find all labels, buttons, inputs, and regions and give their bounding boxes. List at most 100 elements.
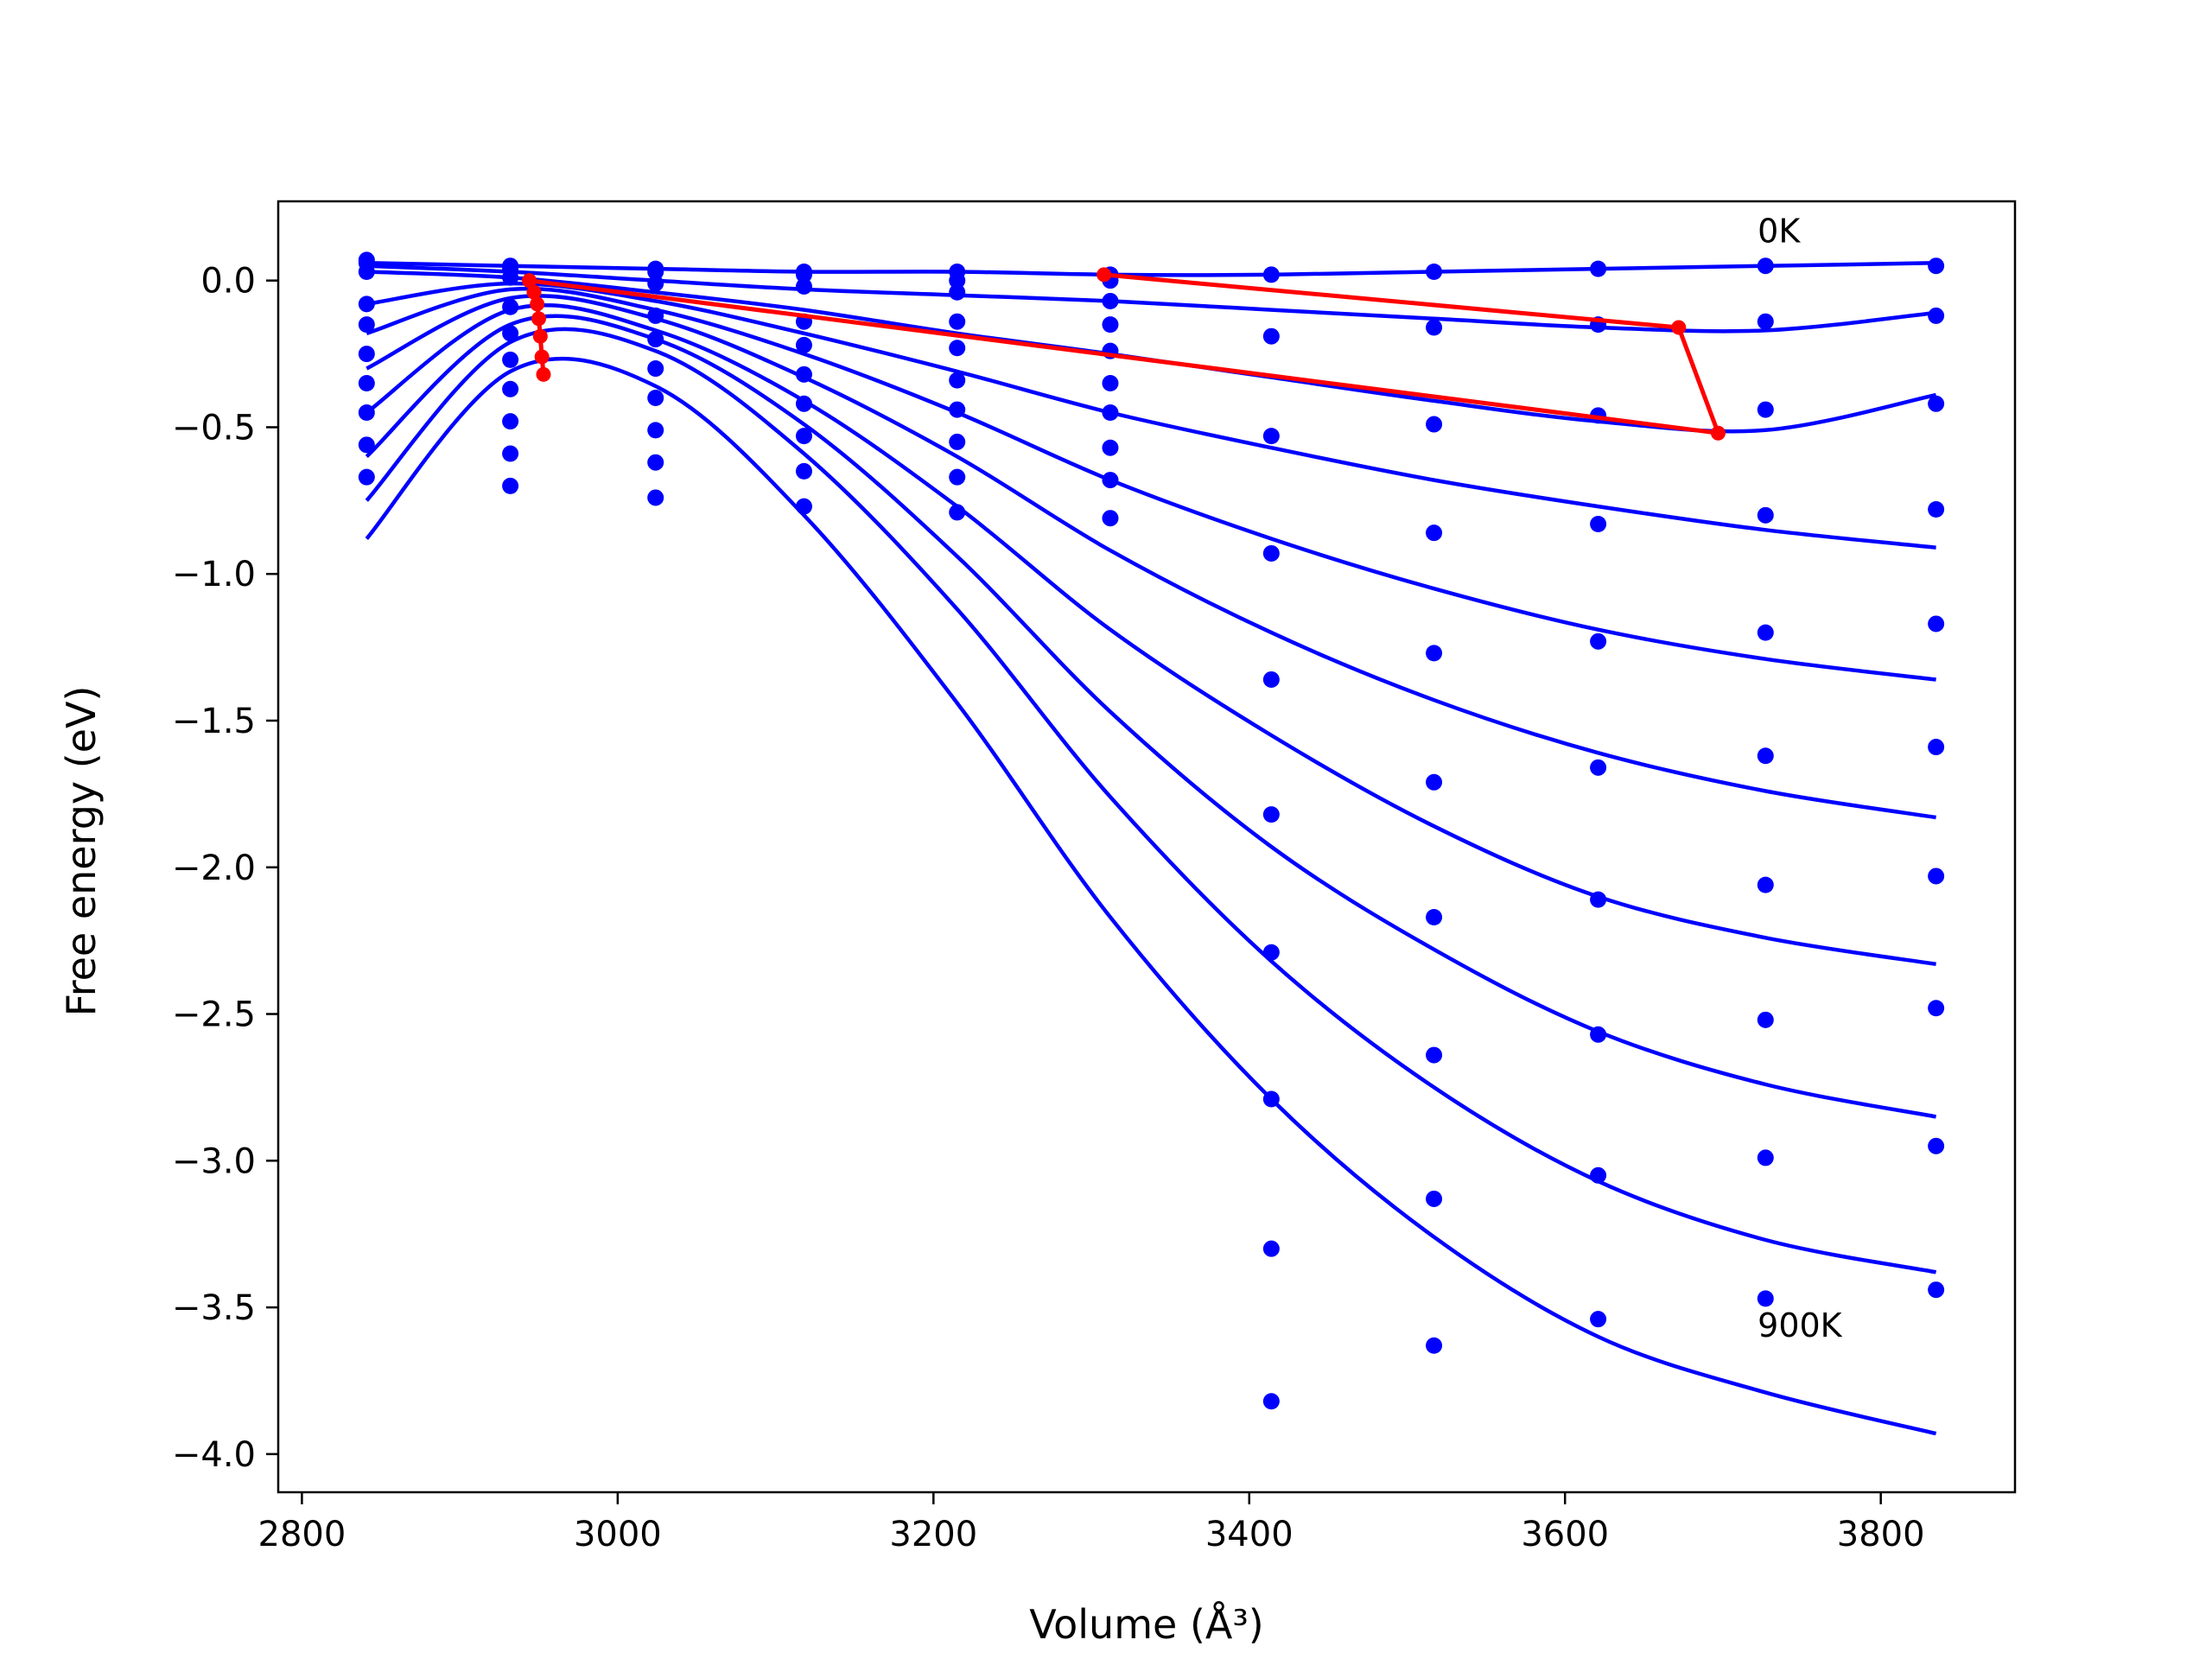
data-point-s7-8 — [1426, 908, 1443, 925]
fit-curve-8 — [365, 314, 1937, 1119]
data-point-s3-10 — [1757, 401, 1774, 418]
minima-point-9 — [534, 349, 550, 365]
data-point-s4-3 — [647, 307, 664, 324]
data-point-s8-8 — [1426, 1046, 1443, 1064]
data-point-s5-1 — [358, 316, 375, 334]
data-point-s7-7 — [1262, 944, 1280, 961]
data-point-s9-5 — [949, 468, 966, 486]
data-point-s3-7 — [1262, 428, 1280, 445]
data-point-s10-1 — [358, 468, 375, 486]
data-point-s5-10 — [1757, 624, 1774, 641]
data-point-s5-9 — [1590, 632, 1607, 650]
data-point-s9-4 — [795, 462, 812, 480]
data-point-s2-5 — [949, 272, 966, 289]
data-point-s1-7 — [1262, 266, 1280, 283]
data-point-s8-11 — [1928, 1000, 1945, 1017]
x-tick-label: 3000 — [574, 1515, 662, 1554]
data-point-s4-6 — [1102, 316, 1119, 334]
y-tick-label: −1.0 — [172, 555, 256, 594]
data-point-s7-1 — [358, 375, 375, 392]
data-point-s3-11 — [1928, 395, 1945, 412]
annotation-900k: 900K — [1758, 1306, 1843, 1344]
data-point-s9-9 — [1590, 1166, 1607, 1184]
data-point-s2-11 — [1928, 307, 1945, 324]
minima-point-2 — [1671, 320, 1687, 335]
data-point-s10-8 — [1426, 1337, 1443, 1354]
data-point-s1-9 — [1590, 260, 1607, 277]
data-point-s10-10 — [1757, 1290, 1774, 1307]
data-point-s5-4 — [795, 336, 812, 353]
plot-area — [358, 251, 1945, 1436]
y-tick-label: −4.0 — [172, 1435, 256, 1475]
data-point-s10-6 — [1102, 510, 1119, 527]
data-point-s3-6 — [1102, 292, 1119, 309]
axes-frame — [276, 200, 2017, 1494]
data-point-s8-10 — [1757, 1011, 1774, 1028]
data-point-s6-3 — [647, 360, 664, 378]
data-point-s3-3 — [647, 275, 664, 292]
y-tick-label: −1.5 — [172, 702, 256, 741]
data-point-s4-1 — [358, 296, 375, 313]
minima-point-5 — [526, 284, 542, 300]
x-axis-ticks: 2800 3000 3200 3400 3600 3800 — [258, 1492, 1925, 1554]
data-point-s9-8 — [1426, 1190, 1443, 1207]
data-point-s5-2 — [502, 325, 519, 342]
data-point-s9-11 — [1928, 1137, 1945, 1154]
data-point-s9-3 — [647, 454, 664, 471]
data-point-s6-8 — [1426, 773, 1443, 791]
data-point-s1-11 — [1928, 257, 1945, 275]
minima-point-8 — [532, 328, 548, 344]
data-point-s3-4 — [795, 277, 812, 295]
data-point-s3-1 — [358, 263, 375, 280]
y-axis-ticks: 0.0 −0.5 −1.0 −1.5 −2.0 −2.5 −3.0 −3.5 −4.0 — [172, 262, 278, 1475]
data-point-s9-10 — [1757, 1149, 1774, 1166]
fit-curve-5 — [365, 286, 1936, 682]
data-point-s6-10 — [1757, 747, 1774, 765]
data-point-s7-10 — [1757, 876, 1774, 893]
data-point-s7-4 — [795, 395, 812, 412]
data-point-s6-6 — [1102, 375, 1119, 392]
data-point-s5-8 — [1426, 645, 1443, 662]
data-point-s3-8 — [1426, 416, 1443, 433]
data-point-s7-9 — [1590, 891, 1607, 908]
x-tick-label: 3400 — [1205, 1515, 1294, 1554]
data-point-s8-6 — [1102, 439, 1119, 456]
data-point-s10-9 — [1590, 1311, 1607, 1328]
data-point-s10-11 — [1928, 1281, 1945, 1299]
data-point-s7-11 — [1928, 868, 1945, 885]
data-point-s5-11 — [1928, 615, 1945, 632]
data-point-s2-10 — [1757, 313, 1774, 330]
y-tick-label: −3.0 — [172, 1141, 256, 1181]
data-point-s4-2 — [502, 298, 519, 315]
data-point-s9-2 — [502, 445, 519, 462]
data-point-s8-1 — [358, 404, 375, 421]
data-point-s5-5 — [949, 340, 966, 357]
data-point-s8-5 — [949, 433, 966, 450]
y-tick-label: −0.5 — [172, 408, 256, 448]
data-point-s2-8 — [1426, 319, 1443, 336]
minima-point-10 — [536, 366, 551, 382]
data-point-s7-2 — [502, 380, 519, 397]
data-point-s6-5 — [949, 372, 966, 389]
fit-curve-9 — [365, 327, 1937, 1274]
data-point-s9-7 — [1262, 1240, 1280, 1257]
x-tick-label: 3600 — [1521, 1515, 1609, 1554]
x-tick-label: 3800 — [1837, 1515, 1925, 1554]
x-axis-label: Volume (Å³) — [1029, 1601, 1264, 1648]
data-point-s7-5 — [949, 401, 966, 418]
data-point-s2-7 — [1262, 327, 1280, 345]
data-point-s8-2 — [502, 413, 519, 430]
data-point-s4-9 — [1590, 516, 1607, 532]
data-point-s4-7 — [1262, 544, 1280, 562]
annotations: 0K 900K — [1758, 213, 1843, 1345]
data-point-s2-3 — [647, 263, 664, 280]
y-tick-label: −3.5 — [172, 1288, 256, 1328]
data-point-s3-2 — [502, 269, 519, 286]
y-tick-label: −2.5 — [172, 995, 256, 1035]
y-tick-label: −2.0 — [172, 849, 256, 888]
data-point-s6-1 — [358, 346, 375, 363]
data-point-s4-8 — [1426, 524, 1443, 542]
data-point-s6-9 — [1590, 759, 1607, 776]
data-point-s8-4 — [795, 428, 812, 445]
